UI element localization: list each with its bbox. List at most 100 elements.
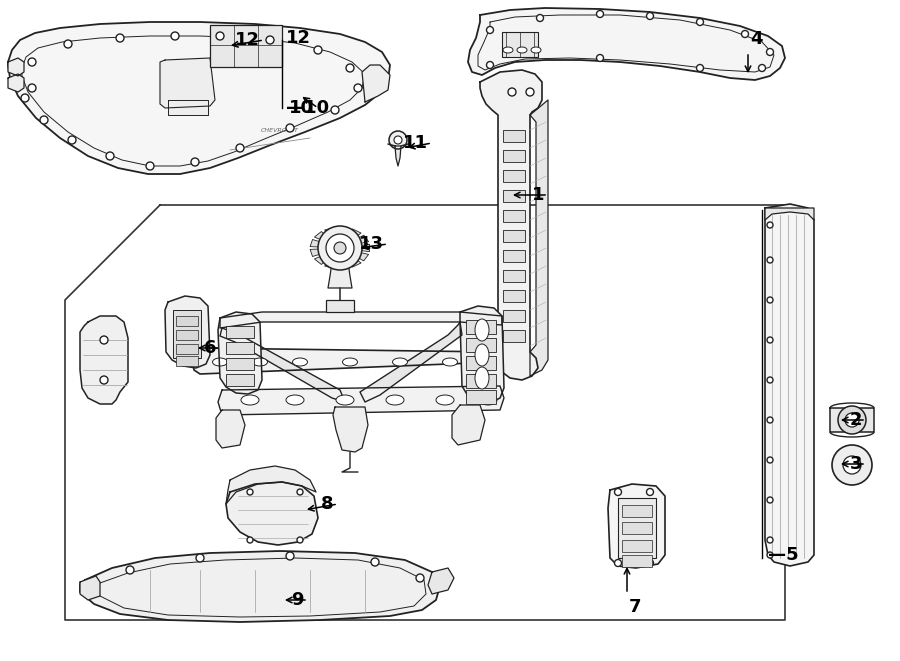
Circle shape bbox=[28, 84, 36, 92]
Polygon shape bbox=[314, 231, 327, 240]
Polygon shape bbox=[168, 100, 208, 115]
Text: CHEVROLET: CHEVROLET bbox=[261, 128, 299, 132]
Polygon shape bbox=[226, 466, 316, 504]
Circle shape bbox=[314, 46, 322, 54]
Circle shape bbox=[767, 48, 773, 56]
Bar bbox=[176, 344, 198, 354]
Bar bbox=[176, 330, 198, 340]
Bar bbox=[622, 522, 652, 534]
Bar bbox=[502, 32, 538, 57]
Bar bbox=[503, 130, 525, 142]
Bar bbox=[618, 498, 656, 558]
Polygon shape bbox=[325, 261, 336, 268]
Bar bbox=[503, 310, 525, 322]
Circle shape bbox=[354, 84, 362, 92]
Circle shape bbox=[216, 32, 224, 40]
Polygon shape bbox=[314, 256, 327, 264]
Polygon shape bbox=[165, 296, 210, 368]
Text: 2: 2 bbox=[850, 411, 862, 429]
Text: 4: 4 bbox=[750, 30, 762, 48]
Polygon shape bbox=[338, 227, 348, 233]
Ellipse shape bbox=[253, 358, 267, 366]
Polygon shape bbox=[90, 558, 426, 617]
Polygon shape bbox=[220, 312, 502, 328]
Circle shape bbox=[767, 497, 773, 503]
Circle shape bbox=[146, 162, 154, 170]
Circle shape bbox=[838, 406, 866, 434]
Bar bbox=[622, 540, 652, 552]
Circle shape bbox=[326, 234, 354, 262]
Polygon shape bbox=[80, 316, 128, 404]
Bar bbox=[503, 250, 525, 262]
Ellipse shape bbox=[392, 358, 408, 366]
Text: 11: 11 bbox=[403, 134, 428, 152]
Polygon shape bbox=[80, 576, 100, 600]
Circle shape bbox=[21, 94, 29, 102]
Polygon shape bbox=[65, 205, 785, 620]
Polygon shape bbox=[160, 58, 215, 108]
Polygon shape bbox=[452, 405, 485, 445]
Polygon shape bbox=[608, 484, 665, 568]
Bar bbox=[503, 230, 525, 242]
Circle shape bbox=[106, 152, 114, 160]
Circle shape bbox=[767, 222, 773, 228]
Circle shape bbox=[646, 488, 653, 496]
Circle shape bbox=[389, 131, 407, 149]
Polygon shape bbox=[362, 65, 390, 102]
Circle shape bbox=[767, 377, 773, 383]
Polygon shape bbox=[349, 229, 361, 237]
Polygon shape bbox=[218, 312, 262, 394]
Circle shape bbox=[68, 136, 76, 144]
Circle shape bbox=[759, 65, 766, 71]
Bar bbox=[503, 170, 525, 182]
Polygon shape bbox=[428, 568, 454, 594]
Ellipse shape bbox=[531, 47, 541, 53]
Text: —10: —10 bbox=[286, 99, 329, 117]
Bar bbox=[466, 374, 496, 388]
Text: 7: 7 bbox=[629, 598, 642, 616]
Polygon shape bbox=[362, 245, 370, 252]
Bar bbox=[226, 342, 254, 354]
Circle shape bbox=[416, 574, 424, 582]
Ellipse shape bbox=[443, 358, 457, 366]
Circle shape bbox=[346, 64, 354, 72]
Ellipse shape bbox=[475, 319, 489, 341]
Polygon shape bbox=[218, 386, 504, 415]
Text: 10: 10 bbox=[289, 99, 314, 117]
Polygon shape bbox=[226, 482, 318, 545]
Circle shape bbox=[767, 552, 773, 558]
Polygon shape bbox=[360, 322, 462, 402]
Circle shape bbox=[236, 144, 244, 152]
Polygon shape bbox=[468, 8, 785, 80]
Bar bbox=[326, 300, 354, 312]
Circle shape bbox=[487, 61, 493, 69]
Circle shape bbox=[247, 537, 253, 543]
Ellipse shape bbox=[475, 367, 489, 389]
Text: 12: 12 bbox=[286, 29, 311, 47]
Text: 3: 3 bbox=[850, 455, 862, 473]
Ellipse shape bbox=[436, 395, 454, 405]
Polygon shape bbox=[460, 306, 504, 403]
Polygon shape bbox=[357, 235, 369, 243]
Circle shape bbox=[487, 26, 493, 34]
Bar bbox=[466, 338, 496, 352]
Circle shape bbox=[286, 552, 294, 560]
Text: 9: 9 bbox=[292, 591, 304, 609]
Text: 12: 12 bbox=[235, 31, 260, 49]
Text: 13: 13 bbox=[359, 235, 384, 253]
Circle shape bbox=[843, 456, 861, 474]
Bar bbox=[503, 270, 525, 282]
Circle shape bbox=[247, 489, 253, 495]
Polygon shape bbox=[192, 348, 502, 374]
Circle shape bbox=[767, 457, 773, 463]
Bar bbox=[176, 356, 198, 366]
Circle shape bbox=[508, 88, 516, 96]
Circle shape bbox=[171, 32, 179, 40]
Ellipse shape bbox=[336, 395, 354, 405]
Circle shape bbox=[597, 54, 604, 61]
Circle shape bbox=[536, 15, 544, 22]
Circle shape bbox=[297, 489, 303, 495]
Ellipse shape bbox=[503, 47, 513, 53]
Bar bbox=[503, 150, 525, 162]
Circle shape bbox=[100, 336, 108, 344]
